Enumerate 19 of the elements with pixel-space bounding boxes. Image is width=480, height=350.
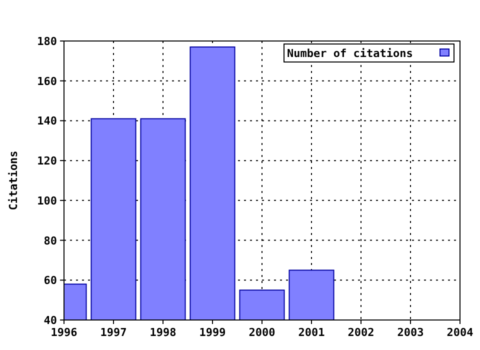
y-tick-label: 40 — [44, 314, 57, 327]
x-tick-label: 2002 — [348, 326, 374, 339]
y-tick-label: 80 — [44, 234, 57, 248]
x-tick-label: 2004 — [446, 326, 474, 339]
x-tick-label: 2003 — [397, 326, 424, 339]
y-tick-label: 140 — [37, 114, 57, 128]
y-tick-label: 180 — [37, 35, 57, 48]
x-tick-label: 1999 — [199, 326, 226, 339]
y-tick-label: 100 — [37, 194, 57, 208]
legend: Number of citations — [284, 44, 454, 62]
x-tick-label: 2001 — [298, 326, 326, 339]
x-tick-label: 1998 — [150, 326, 176, 339]
x-tick-label: 2000 — [248, 326, 276, 339]
x-tick-label: 1996 — [50, 326, 78, 339]
y-axis-title: Citations — [7, 150, 20, 210]
y-tick-label: 60 — [44, 274, 57, 288]
x-tick-label: 1997 — [100, 326, 127, 339]
y-tick-label: 120 — [37, 154, 57, 168]
y-tick-label: 160 — [37, 74, 57, 88]
